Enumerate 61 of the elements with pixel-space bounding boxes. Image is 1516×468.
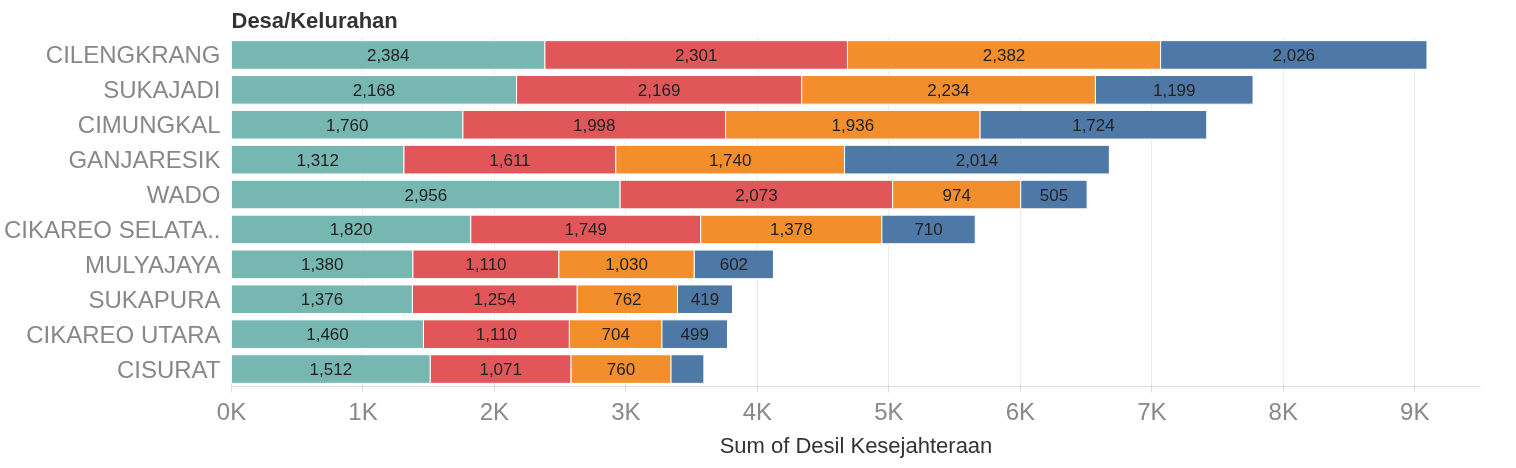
data-label: 2,384: [366, 45, 410, 65]
data-label: 1,071: [479, 360, 522, 380]
data-label: 1,740: [708, 150, 752, 170]
data-label: 1,724: [1072, 115, 1115, 135]
y-tick-label: SUKAPURA: [88, 285, 221, 313]
x-tick-label: 8K: [1268, 397, 1298, 425]
y-tick-label: CILENGKRANG: [45, 41, 221, 69]
y-tick-label: CIKAREO UTARA: [26, 320, 221, 348]
data-label: 499: [680, 325, 709, 345]
data-label: 1,512: [309, 360, 353, 380]
data-label: 2,014: [955, 150, 999, 170]
data-label: 2,169: [637, 80, 681, 100]
data-label: 2,956: [404, 185, 448, 205]
data-label: 2,073: [735, 185, 778, 205]
x-tick-label: 3K: [611, 397, 641, 425]
x-tick-label: 7K: [1137, 397, 1167, 425]
data-label: 1,611: [489, 150, 531, 170]
data-label: 1,760: [325, 115, 369, 135]
data-label: 1,030: [605, 255, 648, 275]
data-label: 2,234: [927, 80, 970, 100]
y-tick-label: MULYAJAYA: [84, 250, 221, 278]
data-label: 1,199: [1152, 80, 1196, 100]
data-label: 419: [690, 290, 720, 310]
y-tick-label: CIMUNGKAL: [77, 111, 221, 139]
data-label: 505: [1039, 185, 1069, 205]
data-label: 1,820: [329, 220, 373, 240]
y-tick-label: GANJARESIK: [68, 146, 221, 174]
data-label: 2,168: [352, 80, 396, 100]
data-label: 710: [914, 220, 943, 240]
data-label: 2,382: [982, 45, 1026, 65]
data-label: 762: [613, 290, 642, 310]
data-label: 1,380: [300, 255, 344, 275]
y-axis-title: Desa/Kelurahan: [231, 7, 398, 33]
data-label: 2,301: [674, 45, 718, 65]
data-label: 1,998: [572, 115, 616, 135]
x-tick-label: 4K: [742, 397, 773, 425]
data-label: 602: [719, 255, 749, 275]
x-axis-title: Sum of Desil Kesejahteraan: [719, 432, 993, 458]
data-label: 1,312: [296, 150, 340, 170]
x-tick-label: 9K: [1400, 397, 1430, 425]
data-label: 1,376: [300, 290, 344, 310]
y-tick-label: WADO: [146, 181, 221, 209]
data-label: 1,110: [475, 325, 518, 345]
data-label: 760: [606, 360, 636, 380]
x-tick-label: 6K: [1005, 397, 1036, 425]
x-tick-label: 0K: [216, 397, 247, 425]
y-tick-label: CISURAT: [116, 355, 221, 383]
data-label: 974: [942, 185, 971, 205]
x-tick-label: 2K: [479, 397, 510, 425]
data-label: 1,936: [831, 115, 875, 135]
data-label: 704: [601, 325, 630, 345]
data-label: 1,110: [465, 255, 507, 275]
y-tick-label: SUKAJADI: [103, 76, 221, 104]
x-tick-label: 1K: [348, 397, 378, 425]
y-tick-label: CIKAREO SELATA..: [4, 215, 221, 243]
data-label: 1,254: [473, 290, 517, 310]
x-tick-label: 5K: [874, 397, 904, 425]
data-label: 2,026: [1272, 45, 1316, 65]
data-label: 1,460: [306, 325, 349, 345]
data-label: 1,749: [564, 220, 608, 240]
data-label: 1,378: [770, 220, 813, 240]
